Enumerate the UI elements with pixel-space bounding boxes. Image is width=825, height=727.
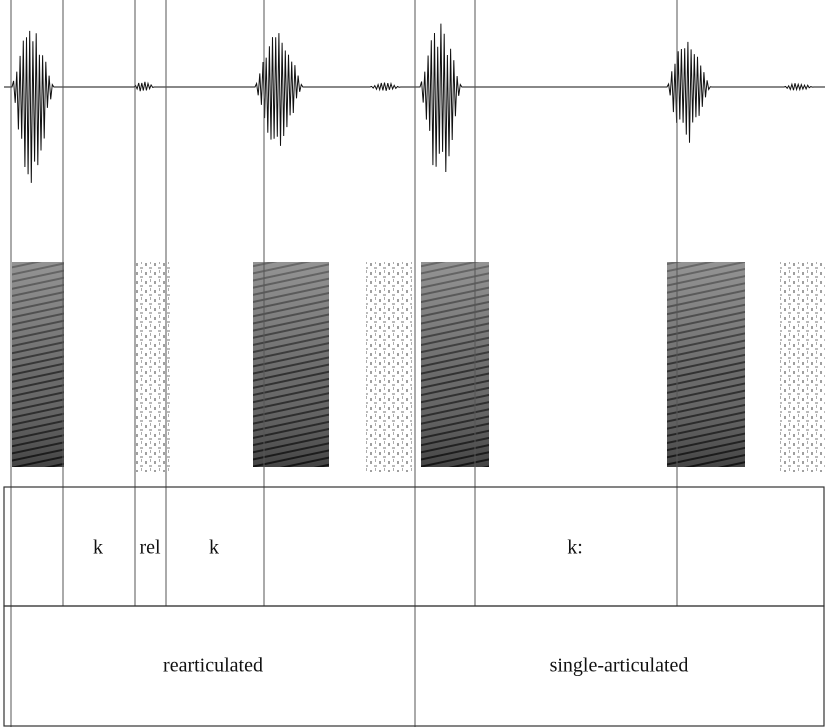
boundaries (10, 0, 678, 727)
spectrogram-burst (135, 262, 171, 472)
tier-label: k (93, 537, 103, 559)
spectrogram-shade (421, 262, 489, 467)
tier-2-box (3, 605, 825, 727)
spectrogram-shade (12, 262, 64, 467)
spectrogram-noise (366, 262, 412, 472)
tier-label: rearticulated (163, 655, 263, 677)
waveform (4, 23, 825, 183)
tier-label: single-articulated (550, 655, 689, 677)
spectrogram-shade (667, 262, 745, 467)
tier-label: k: (567, 537, 583, 559)
tier-1-box (3, 486, 825, 607)
tier-label: rel (139, 537, 161, 559)
spectrogram (12, 262, 825, 472)
spectrogram-shade (253, 262, 329, 467)
spectrogram-noise (780, 262, 825, 472)
tier-label: k (209, 537, 219, 559)
waveform-trace (4, 23, 825, 183)
